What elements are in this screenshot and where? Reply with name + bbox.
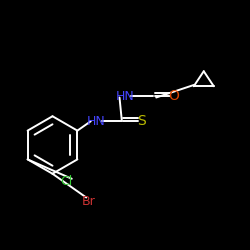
- Text: S: S: [137, 114, 145, 128]
- Text: HN: HN: [87, 115, 106, 128]
- Text: Br: Br: [82, 195, 96, 208]
- Text: Cl: Cl: [60, 175, 72, 188]
- Text: O: O: [168, 89, 179, 103]
- Text: HN: HN: [116, 90, 134, 103]
